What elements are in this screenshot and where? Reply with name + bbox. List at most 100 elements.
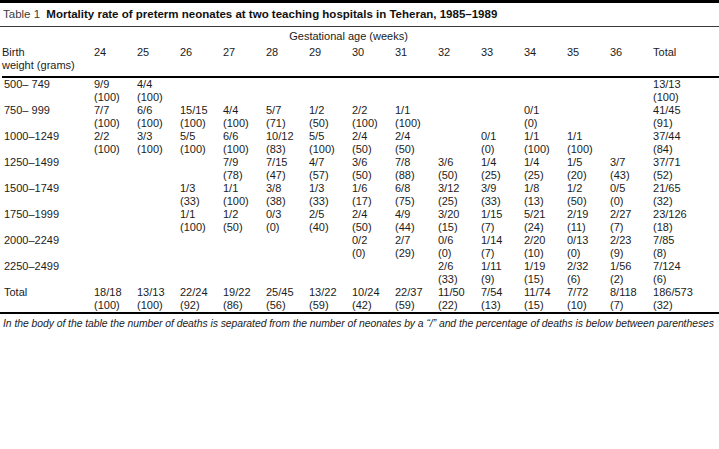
table-cell (137, 182, 180, 208)
table-cell: 11/50(22) (438, 286, 481, 312)
cell-fraction: 18/18 (94, 286, 137, 299)
table-cell (137, 156, 180, 182)
row-label: Total (2, 286, 94, 312)
cell-fraction: 1/3 (180, 182, 223, 195)
cell-percent: (8) (653, 247, 719, 260)
cell-fraction: 0/1 (481, 130, 524, 143)
table-row: 1750–19991/1(100)1/2(50)0/3(0)2/5(40)2/4… (2, 208, 719, 234)
table-cell: 7/85(8) (653, 234, 719, 260)
cell-percent: (75) (395, 195, 438, 208)
table-cell: 3/6(50) (352, 156, 395, 182)
table-cell: 2/20(10) (524, 234, 567, 260)
table-cell (352, 77, 395, 104)
cell-fraction: 8/118 (610, 286, 653, 299)
table-cell (223, 260, 266, 286)
table-cell: 5/5(100) (309, 130, 352, 156)
table-cell (352, 260, 395, 286)
cell-percent: (100) (524, 143, 567, 156)
cell-fraction: 2/19 (567, 208, 610, 221)
cell-fraction: 0/2 (352, 234, 395, 247)
table-cell: 1/1(100) (223, 182, 266, 208)
table-cell: 7/72(10) (567, 286, 610, 312)
cell-percent: (25) (481, 169, 524, 182)
cell-fraction: 25/45 (266, 286, 309, 299)
cell-percent: (32) (653, 195, 719, 208)
cell-percent: (42) (352, 299, 395, 312)
column-header-35: 35 (567, 46, 610, 77)
table-cell: 22/24(92) (180, 286, 223, 312)
table-cell: 5/5(100) (180, 130, 223, 156)
row-label: 1000–1249 (2, 130, 94, 156)
table-cell: 2/23(9) (610, 234, 653, 260)
table-cell: 6/6(100) (137, 104, 180, 130)
cell-fraction: 15/15 (180, 104, 223, 117)
cell-percent: (100) (223, 117, 266, 130)
table-cell: 6/6(100) (223, 130, 266, 156)
cell-fraction: 11/50 (438, 286, 481, 299)
cell-percent: (100) (137, 117, 180, 130)
column-header-33: 33 (481, 46, 524, 77)
cell-fraction: 2/5 (309, 208, 352, 221)
row-label: 2250–2499 (2, 260, 94, 286)
table-cell (137, 208, 180, 234)
cell-percent: (100) (180, 117, 223, 130)
cell-percent: (100) (137, 299, 180, 312)
cell-percent: (100) (94, 143, 137, 156)
cell-percent: (100) (223, 143, 266, 156)
table-cell: 2/2(100) (352, 104, 395, 130)
cell-percent: (22) (438, 299, 481, 312)
table-cell (137, 260, 180, 286)
table-row: 750– 9997/7(100)6/6(100)15/15(100)4/4(10… (2, 104, 719, 130)
cell-percent: (50) (223, 221, 266, 234)
cell-fraction: 2/4 (352, 208, 395, 221)
table-cell: 6/8(75) (395, 182, 438, 208)
spacer-cell (2, 27, 94, 46)
table-cell: 7/124(6) (653, 260, 719, 286)
cell-percent: (100) (137, 143, 180, 156)
cell-percent: (18) (653, 221, 719, 234)
cell-fraction: 37/71 (653, 156, 719, 169)
cell-percent: (50) (395, 143, 438, 156)
cell-percent: (10) (567, 299, 610, 312)
cell-percent: (29) (395, 247, 438, 260)
cell-fraction: 9/9 (94, 78, 137, 91)
table-cell: 5/7(71) (266, 104, 309, 130)
cell-fraction: 2/27 (610, 208, 653, 221)
column-header-27: 27 (223, 46, 266, 77)
cell-percent: (100) (653, 91, 719, 104)
cell-fraction: 13/22 (309, 286, 352, 299)
cell-percent: (6) (653, 273, 719, 286)
table-cell: 2/5(40) (309, 208, 352, 234)
table-cell: 1/1(100) (395, 104, 438, 130)
cell-fraction: 0/13 (567, 234, 610, 247)
cell-percent: (100) (137, 91, 180, 104)
table-cell (94, 156, 137, 182)
table-cell (524, 77, 567, 104)
row-label: 500– 749 (2, 77, 94, 104)
table-row: 1500–17491/3(33)1/1(100)3/8(38)1/3(33)1/… (2, 182, 719, 208)
cell-percent: (100) (395, 117, 438, 130)
cell-percent: (91) (653, 117, 719, 130)
table-cell (180, 77, 223, 104)
column-header-25: 25 (137, 46, 180, 77)
table-title: Mortality rate of preterm neonates at tw… (46, 8, 497, 20)
table-cell (266, 77, 309, 104)
cell-fraction: 7/15 (266, 156, 309, 169)
table-cell: 7/15(47) (266, 156, 309, 182)
cell-percent: (10) (524, 247, 567, 260)
table-cell: 23/126(18) (653, 208, 719, 234)
cell-fraction: 1/4 (481, 156, 524, 169)
table-cell: 1/19(15) (524, 260, 567, 286)
table-cell (180, 260, 223, 286)
cell-fraction: 4/9 (395, 208, 438, 221)
table-cell: 1/3(33) (309, 182, 352, 208)
cell-fraction: 5/5 (309, 130, 352, 143)
table-footnote: In the body of the table the number of d… (0, 314, 719, 329)
cell-fraction: 10/24 (352, 286, 395, 299)
table-cell: 2/4(50) (395, 130, 438, 156)
table-cell: 7/8(88) (395, 156, 438, 182)
birth-weight-header-line2: weight (grams) (2, 59, 75, 71)
table-cell: 8/118(7) (610, 286, 653, 312)
cell-fraction: 2/6 (438, 260, 481, 273)
cell-percent: (13) (524, 195, 567, 208)
